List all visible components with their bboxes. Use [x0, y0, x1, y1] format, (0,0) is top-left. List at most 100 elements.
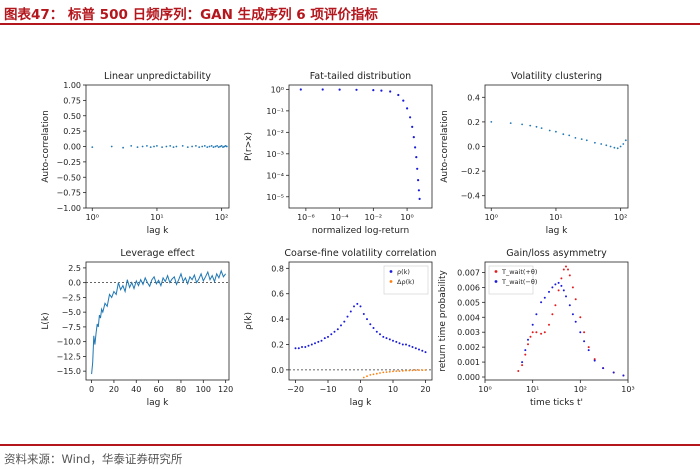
y-tick-label: −0.25: [56, 158, 81, 167]
data-point: [217, 146, 220, 149]
data-point: [388, 370, 391, 373]
chart-title: Linear unpredictability: [104, 71, 211, 82]
data-point: [338, 88, 341, 91]
data-point: [349, 310, 352, 313]
data-point: [401, 343, 404, 346]
data-point: [412, 136, 415, 139]
data-point: [527, 343, 529, 346]
series-1: [294, 302, 427, 354]
data-point: [540, 301, 543, 304]
data-point: [490, 121, 493, 123]
data-point: [619, 145, 622, 148]
data-point: [323, 337, 326, 340]
data-point: [521, 123, 523, 126]
y-axis-label: return time probability: [438, 270, 448, 372]
y-tick-label: 0.003: [457, 328, 480, 337]
y-tick-label: 0.002: [457, 343, 480, 352]
legend-label: ρ(k): [397, 268, 410, 276]
data-point: [418, 197, 421, 200]
data-point: [401, 370, 404, 372]
data-point: [593, 359, 596, 362]
y-tick-label: 0.000: [457, 373, 480, 382]
legend-marker: [389, 270, 393, 273]
data-point: [172, 146, 175, 149]
data-point: [327, 335, 329, 338]
data-point: [521, 361, 524, 364]
data-point: [195, 145, 197, 147]
data-point: [307, 344, 310, 347]
data-point: [585, 139, 588, 142]
plot-frame: [484, 261, 629, 381]
data-point: [398, 342, 401, 345]
data-point: [529, 335, 532, 338]
data-point: [535, 331, 538, 334]
x-axis-label: lag k: [546, 226, 569, 236]
x-tick-label: 20: [420, 385, 430, 394]
chart-title: Volatility clustering: [511, 71, 602, 82]
series-1: [91, 269, 227, 375]
y-axis-label: L(k): [41, 312, 51, 329]
data-point: [414, 146, 417, 149]
x-tick-label: −10: [320, 385, 337, 394]
data-point: [411, 346, 414, 348]
data-point: [206, 146, 209, 149]
data-point: [216, 145, 219, 147]
y-tick-label: 0.75: [63, 96, 81, 105]
data-point: [110, 145, 113, 148]
y-tick-label: 0.4: [271, 315, 284, 324]
data-point: [583, 340, 586, 343]
y-tick-label: 0.50: [63, 112, 81, 121]
data-point: [388, 338, 391, 341]
y-tick-label: 0.4: [467, 93, 480, 102]
figure-header: 图表47： 标普 500 日频序列：GAN 生成序列 6 项评价指标: [0, 0, 700, 25]
chart-title: Fat-tailed distribution: [310, 71, 411, 82]
data-point: [372, 373, 375, 376]
data-point: [210, 145, 213, 147]
data-point: [421, 349, 424, 352]
data-point: [156, 145, 158, 147]
chart-panel-6: Gain/loss asymmetry 10⁰ 10¹ 10² 10³ 0.000 0.00…: [438, 248, 635, 408]
x-axis-label: lag k: [350, 398, 373, 408]
data-point: [587, 349, 590, 352]
data-point: [212, 146, 215, 149]
data-point: [583, 331, 586, 334]
series-line: [91, 269, 227, 375]
data-point: [405, 343, 407, 346]
data-point: [214, 145, 217, 148]
y-tick-label: 0.2: [271, 340, 284, 349]
data-point: [379, 333, 381, 336]
data-point: [375, 372, 378, 375]
data-point: [567, 268, 569, 271]
data-point: [201, 145, 204, 148]
data-point: [330, 333, 333, 336]
data-point: [356, 302, 359, 305]
data-point: [424, 351, 427, 354]
x-tick-label: 10¹: [549, 213, 562, 222]
data-point: [362, 376, 365, 379]
data-point: [415, 156, 418, 159]
data-point: [609, 145, 612, 148]
data-point: [408, 369, 411, 372]
data-point: [320, 339, 323, 342]
data-point: [562, 133, 565, 136]
data-point: [186, 146, 189, 149]
x-tick-label: 0: [89, 385, 94, 394]
data-point: [355, 88, 358, 91]
data-point: [517, 370, 520, 372]
data-point: [362, 313, 365, 315]
y-tick-label: 2.5: [68, 264, 81, 273]
x-tick-label: 10⁰: [400, 213, 413, 222]
data-point: [385, 371, 388, 373]
data-point: [382, 335, 385, 338]
data-point: [191, 145, 194, 148]
data-point: [417, 189, 420, 192]
series-1: [490, 121, 627, 150]
data-point: [555, 130, 557, 133]
x-tick-label: 120: [218, 385, 233, 394]
data-point: [565, 295, 567, 298]
data-point: [417, 179, 420, 182]
data-point: [392, 339, 394, 342]
y-tick-label: −7.5: [62, 323, 81, 332]
x-tick-label: 60: [154, 385, 164, 394]
x-tick-label: 10⁻⁴: [331, 213, 349, 222]
